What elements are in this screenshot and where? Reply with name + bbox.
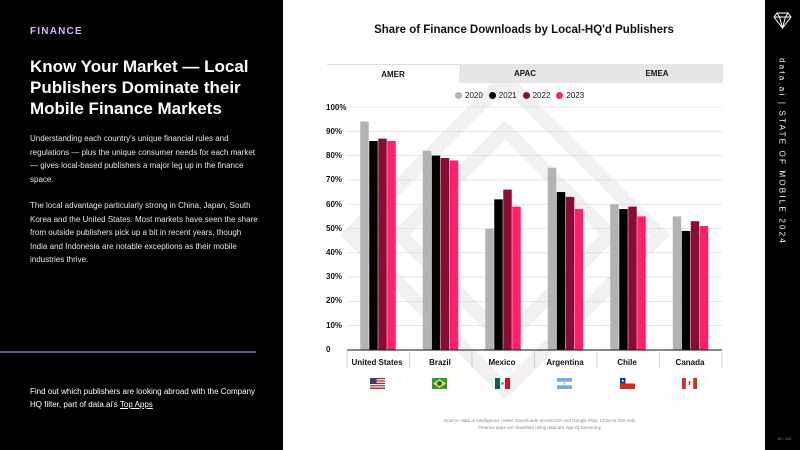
chart-legend: 2020 2021 2022 2023 bbox=[455, 91, 584, 100]
y-tick-40: 40% bbox=[326, 248, 343, 257]
chart-title: Share of Finance Downloads by Local-HQ'd… bbox=[374, 24, 674, 36]
bar-chile-2021 bbox=[619, 209, 628, 350]
source-line-1: Source: data.ai Intelligence | Note: Dow… bbox=[444, 418, 636, 423]
y-tick-80: 80% bbox=[326, 151, 343, 160]
legend-label-2021: 2021 bbox=[498, 91, 517, 100]
legend-label-2020: 2020 bbox=[465, 91, 483, 100]
bar-brazil-2023 bbox=[449, 160, 459, 350]
mexico-flag-icon bbox=[495, 378, 510, 389]
bar-chile-2022 bbox=[628, 206, 637, 350]
united-states-flag-icon bbox=[370, 378, 385, 389]
bar-brazil-2021 bbox=[431, 155, 441, 350]
bar-brazil-2020 bbox=[422, 150, 432, 350]
tab-apac[interactable]: APAC bbox=[459, 64, 591, 83]
bar-mexico-2021 bbox=[494, 199, 503, 350]
y-tick-30: 30% bbox=[326, 272, 343, 281]
bar-united-states-2020 bbox=[360, 121, 369, 350]
right-sidebar: data.ai | STATE OF MOBILE 2024 bbox=[765, 0, 800, 450]
y-tick-70: 70% bbox=[326, 175, 343, 184]
argentina-flag-icon bbox=[557, 378, 572, 389]
tab-amer[interactable]: AMER bbox=[327, 64, 459, 83]
y-tick-90: 90% bbox=[326, 127, 343, 136]
diamond-logo-icon bbox=[773, 12, 792, 29]
bar-canada-2021 bbox=[681, 230, 691, 350]
paragraph-1: Understanding each country's unique fina… bbox=[30, 134, 256, 184]
source-line-2: Finance apps are classified using data.a… bbox=[478, 424, 602, 430]
bar-argentina-2020 bbox=[547, 167, 557, 350]
bar-brazil-2022 bbox=[440, 158, 450, 350]
brazil-flag-icon bbox=[432, 378, 447, 389]
bar-argentina-2023 bbox=[574, 209, 584, 350]
x-label-argentina: Argentina bbox=[546, 358, 584, 367]
y-tick-0: 0 bbox=[326, 345, 331, 354]
page-title: Know Your Market — Local Publishers Domi… bbox=[30, 57, 249, 118]
bar-mexico-2023 bbox=[512, 206, 521, 350]
legend-label-2022: 2022 bbox=[532, 91, 551, 100]
canada-flag-icon bbox=[682, 378, 697, 389]
description: Understanding each country's unique fina… bbox=[30, 132, 260, 280]
paragraph-2: The local advantage particularly strong … bbox=[30, 201, 258, 264]
bar-canada-2020 bbox=[672, 216, 682, 350]
bar-argentina-2022 bbox=[565, 196, 575, 350]
legend-dot-2021 bbox=[488, 92, 496, 99]
source-note: Source: data.ai Intelligence | Note: Dow… bbox=[395, 418, 685, 431]
legend-item-2020: 2020 bbox=[455, 91, 483, 100]
legend-dot-2022 bbox=[522, 92, 530, 99]
y-tick-100: 100% bbox=[326, 103, 347, 112]
section-label: FINANCE bbox=[30, 26, 83, 37]
bar-united-states-2021 bbox=[369, 141, 378, 350]
tab-emea[interactable]: EMEA bbox=[591, 64, 723, 83]
bar-mexico-2022 bbox=[503, 189, 512, 350]
x-label-mexico: Mexico bbox=[488, 358, 516, 367]
page-number: 46 / 120 bbox=[777, 436, 792, 441]
y-tick-50: 50% bbox=[326, 224, 343, 233]
bar-chart bbox=[346, 106, 723, 368]
bar-united-states-2022 bbox=[378, 138, 387, 350]
bar-argentina-2021 bbox=[556, 192, 566, 350]
legend-dot-2020 bbox=[455, 92, 462, 99]
bar-canada-2022 bbox=[690, 221, 700, 350]
chile-flag-icon bbox=[620, 378, 635, 389]
bar-chile-2023 bbox=[637, 216, 646, 350]
x-label-canada: Canada bbox=[675, 358, 705, 367]
footer-note: Find out which publishers are looking ab… bbox=[30, 385, 260, 411]
legend-dot-2023 bbox=[556, 92, 564, 99]
top-apps-link[interactable]: Top Apps bbox=[119, 400, 153, 409]
left-panel: FINANCE Know Your Market — Local Publish… bbox=[0, 0, 283, 450]
bar-mexico-2020 bbox=[485, 228, 494, 350]
legend-label-2023: 2023 bbox=[566, 91, 585, 100]
legend-item-2023: 2023 bbox=[556, 91, 584, 100]
bar-chile-2020 bbox=[610, 204, 619, 350]
region-tabs: AMER APAC EMEA bbox=[327, 64, 723, 83]
x-label-chile: Chile bbox=[617, 358, 637, 367]
y-tick-10: 10% bbox=[326, 321, 343, 330]
bar-united-states-2023 bbox=[387, 141, 396, 350]
vertical-brand: data.ai | STATE OF MOBILE 2024 bbox=[777, 58, 787, 245]
footer-text: Find out which publishers are looking ab… bbox=[30, 387, 256, 409]
x-label-united-states: United States bbox=[351, 358, 403, 367]
legend-item-2022: 2022 bbox=[522, 91, 551, 100]
y-tick-20: 20% bbox=[326, 296, 343, 305]
divider bbox=[0, 351, 256, 353]
y-tick-60: 60% bbox=[326, 200, 343, 209]
bar-canada-2023 bbox=[699, 226, 709, 350]
x-label-brazil: Brazil bbox=[429, 358, 451, 367]
legend-item-2021: 2021 bbox=[488, 91, 517, 100]
